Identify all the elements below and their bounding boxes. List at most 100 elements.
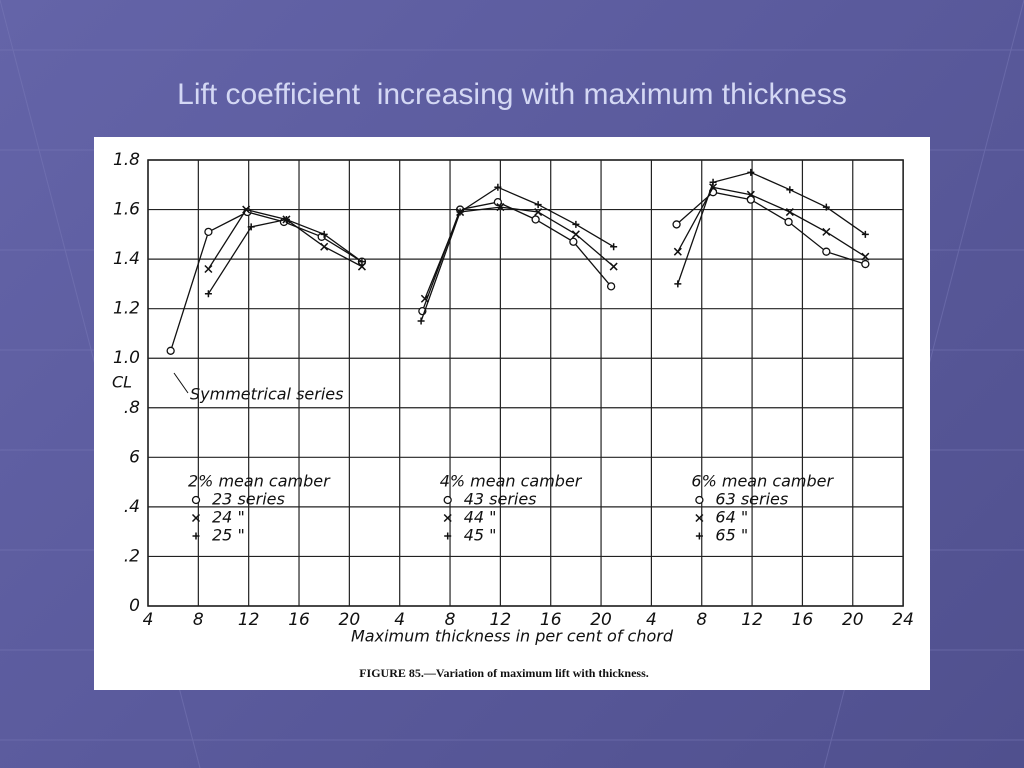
- data-point: [785, 208, 794, 217]
- x-tick-label: 12: [490, 610, 512, 630]
- data-point: [420, 294, 429, 303]
- data-point: [609, 262, 618, 271]
- legend-label: 25 ": [212, 526, 245, 545]
- figure: Maximum thickness in per cent of chord C…: [94, 137, 930, 690]
- legend-label: 64 ": [715, 508, 748, 527]
- x-tick-label: 12: [238, 610, 260, 630]
- legend-label: 24 ": [212, 508, 245, 527]
- data-point: [204, 290, 212, 298]
- legend-title: 2% mean camber: [188, 472, 331, 491]
- data-point: [204, 227, 213, 237]
- data-point: [822, 203, 830, 211]
- data-point: [357, 262, 366, 271]
- legend-label: 65 ": [715, 526, 748, 545]
- legend-label: 44 ": [464, 508, 497, 527]
- legend-label: 63 series: [715, 490, 788, 509]
- data-point: [672, 220, 681, 229]
- legend-marker: [695, 495, 704, 505]
- data-point: [822, 247, 831, 256]
- x-axis-label: Maximum thickness in per cent of chord: [351, 627, 674, 646]
- data-point: [673, 247, 682, 256]
- legend-marker: [192, 532, 200, 540]
- y-tick-label: 1.4: [113, 249, 140, 269]
- legend-marker: [443, 513, 452, 523]
- data-point: [746, 195, 755, 204]
- data-point: [534, 201, 542, 209]
- data-point: [784, 217, 793, 227]
- x-tick-label: 20: [590, 610, 612, 630]
- x-tick-label: 20: [339, 610, 361, 630]
- series-line: [420, 186, 614, 322]
- x-tick-label: 16: [288, 610, 310, 630]
- data-point: [242, 205, 251, 214]
- data-point: [493, 197, 503, 207]
- data-point: [610, 243, 618, 251]
- data-point: [674, 280, 682, 288]
- plot-frame: [147, 159, 904, 607]
- y-tick-label: .4: [124, 497, 140, 517]
- x-tick-label: 16: [540, 610, 562, 630]
- data-point: [496, 203, 505, 212]
- y-tick-label: 0: [129, 596, 140, 616]
- legend-marker: [695, 513, 704, 523]
- data-point: [417, 317, 425, 325]
- series-line: [421, 201, 612, 312]
- data-point: [822, 227, 831, 236]
- series-line: [170, 211, 363, 351]
- legend-marker: [695, 532, 703, 540]
- legend-title: 6% mean camber: [691, 472, 834, 491]
- data-point: [247, 223, 255, 231]
- x-tick-label: 8: [445, 610, 456, 630]
- data-point: [861, 259, 870, 269]
- legend-title: 4% mean camber: [440, 472, 583, 491]
- annotation-arrow: [173, 372, 189, 394]
- x-tick-label: 16: [792, 610, 814, 630]
- data-point: [786, 186, 794, 194]
- data-point: [320, 230, 328, 238]
- data-point: [861, 252, 870, 261]
- y-tick-label: 1.2: [113, 299, 140, 319]
- x-tick-label: 8: [696, 610, 707, 630]
- y-tick-label: .8: [124, 398, 140, 418]
- x-tick-label: 8: [193, 610, 204, 630]
- legend-marker: [443, 495, 452, 505]
- data-point: [861, 230, 869, 238]
- legend-label: 45 ": [464, 526, 497, 545]
- x-tick-label: 4: [394, 610, 405, 630]
- data-point: [494, 183, 502, 191]
- series-line: [207, 218, 363, 295]
- annotation: Symmetrical series: [190, 385, 343, 404]
- y-axis-label: CL: [112, 373, 132, 392]
- data-point: [320, 242, 329, 251]
- data-point: [747, 168, 755, 176]
- data-point: [166, 346, 175, 355]
- y-tick-label: .2: [124, 546, 140, 566]
- data-point: [606, 282, 616, 291]
- data-point: [534, 208, 543, 217]
- data-point: [746, 190, 755, 199]
- data-point: [531, 215, 540, 224]
- legend-marker: [191, 513, 201, 523]
- y-tick-label: 1.0: [113, 348, 140, 368]
- legend-marker: [191, 495, 201, 505]
- x-tick-label: 4: [143, 610, 154, 630]
- chart: Maximum thickness in per cent of chord C…: [112, 150, 914, 680]
- y-tick-label: 1.8: [113, 150, 140, 170]
- x-tick-label: 24: [892, 610, 914, 630]
- legend-label: 23 series: [212, 490, 285, 509]
- y-tick-label: 1.6: [113, 200, 140, 220]
- data-point: [204, 264, 213, 274]
- slide-title: Lift coefficient increasing with maximum…: [177, 78, 847, 111]
- figure-caption: FIGURE 85.—Variation of maximum lift wit…: [359, 666, 649, 680]
- data-point: [456, 208, 464, 216]
- x-tick-label: 12: [741, 610, 763, 630]
- legend-marker: [444, 532, 452, 540]
- data-point: [569, 237, 578, 246]
- data-point: [282, 215, 290, 223]
- legend-label: 43 series: [464, 490, 537, 509]
- data-point: [572, 220, 580, 228]
- y-tick-label: 6: [129, 447, 140, 467]
- x-tick-label: 20: [842, 610, 864, 630]
- series-line: [677, 171, 866, 285]
